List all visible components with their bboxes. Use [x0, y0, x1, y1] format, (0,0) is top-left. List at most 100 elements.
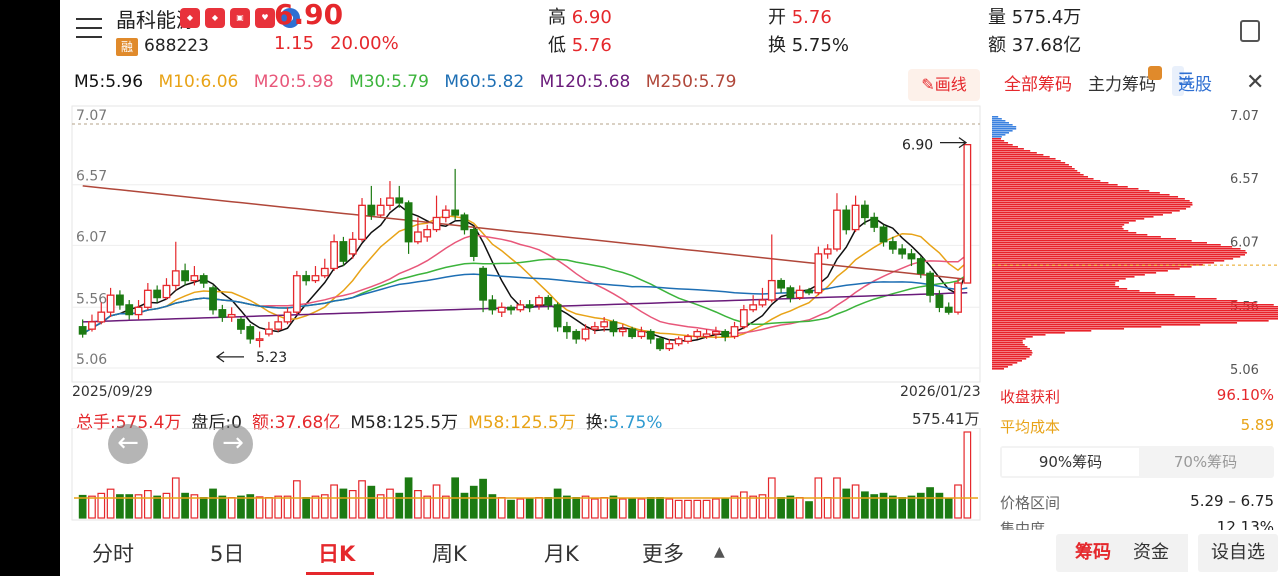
candle: [702, 329, 711, 339]
volume-chart[interactable]: [60, 428, 990, 522]
change-pct: 20.00%: [330, 33, 399, 54]
candle: [954, 278, 962, 315]
chip-bar-profit: [992, 118, 1002, 120]
seg-90-button[interactable]: 90%筹码: [1002, 448, 1139, 476]
volume-bar: [693, 499, 702, 519]
chip-bar: [992, 174, 1084, 176]
candle-body: [823, 248, 832, 255]
chip-bar: [992, 286, 1120, 288]
volume-bar: [553, 488, 562, 519]
chip-button[interactable]: 筹码 资金: [1056, 534, 1188, 572]
tab-5day[interactable]: 5日: [210, 542, 245, 566]
candle: [404, 200, 413, 254]
chip-bar: [992, 196, 1179, 198]
volume-bar: [777, 496, 785, 519]
chip-bar: [992, 240, 1192, 242]
caret-up-icon[interactable]: ▲: [714, 544, 725, 560]
chip-bar: [992, 202, 1193, 204]
candle-body: [860, 204, 869, 219]
chip-bar: [992, 352, 1033, 354]
chip-bar: [992, 216, 1154, 218]
tab-intraday[interactable]: 分时: [92, 542, 134, 566]
candle: [479, 266, 488, 313]
candle: [656, 336, 664, 352]
candle: [432, 195, 441, 233]
chip-bar: [992, 338, 1026, 340]
vol-max-label: 575.41万: [912, 410, 980, 428]
candle: [618, 324, 627, 337]
chip-bar: [992, 158, 1056, 160]
open-value: 5.76: [791, 7, 832, 28]
tag-icon[interactable]: ◆: [205, 8, 225, 28]
tab-weekly-k[interactable]: 周K: [432, 542, 467, 566]
landscape-exit-icon[interactable]: [1240, 20, 1260, 42]
candle: [516, 300, 525, 313]
tab-daily-k[interactable]: 日K: [318, 542, 356, 566]
candle-body: [88, 321, 96, 330]
heart-icon[interactable]: ♥: [255, 8, 275, 28]
candle: [581, 324, 590, 342]
volume-bar: [190, 494, 199, 519]
seg-70-button[interactable]: 70%筹码: [1173, 453, 1238, 471]
volume-bar: [898, 496, 907, 519]
fund-button-label[interactable]: 资金: [1133, 542, 1169, 563]
candle-body: [488, 299, 497, 311]
close-icon[interactable]: ✕: [1246, 70, 1265, 95]
volume-bar: [516, 498, 525, 519]
volume-bar: [432, 484, 441, 519]
candle-body: [209, 287, 217, 311]
chip-bar: [992, 150, 1031, 152]
candle: [339, 236, 348, 267]
tab-all-chips[interactable]: 全部筹码: [1004, 75, 1072, 95]
candle-body: [255, 338, 264, 342]
candle: [292, 270, 301, 315]
volume-bar: [88, 495, 96, 519]
volume-bar: [730, 495, 739, 519]
profit-value: 96.10%: [1216, 386, 1274, 404]
tab-monthly-k[interactable]: 月K: [544, 542, 579, 566]
menu-icon[interactable]: [76, 18, 102, 40]
candle: [795, 285, 804, 301]
candle: [935, 290, 944, 313]
tab-more[interactable]: 更多: [642, 542, 684, 566]
start-date-label: 2025/09/29: [72, 384, 153, 400]
chip-bar: [992, 298, 1217, 300]
conc-label: 集中度: [1000, 520, 1046, 530]
chip-bar: [992, 144, 1013, 146]
chip-bar: [992, 194, 1170, 196]
chip-bar: [992, 138, 1002, 140]
chip-bar: [992, 328, 1125, 330]
volume-bar: [227, 496, 236, 519]
tab-main-chips[interactable]: 主力筹码: [1088, 75, 1156, 95]
candle: [358, 198, 366, 242]
chip-bar: [992, 312, 1278, 314]
candle: [525, 300, 534, 313]
chip-bar: [992, 364, 1013, 366]
volume-bar: [209, 488, 217, 519]
volume-bar: [786, 495, 795, 519]
chip-tabs: 全部筹码 主力筹码 ☰ 选股: [994, 66, 1280, 98]
info-icon[interactable]: ●: [280, 8, 300, 28]
chip-bar-profit: [992, 122, 1009, 124]
chip-bar: [992, 284, 1116, 286]
turnover-value: 5.75%: [791, 35, 849, 56]
next-arrow-icon[interactable]: →: [213, 424, 253, 464]
chip-price-tick: 7.07: [1230, 109, 1259, 124]
prev-arrow-icon[interactable]: ←: [108, 424, 148, 464]
candle-body: [562, 326, 571, 333]
low-marker-label: 5.23: [256, 350, 287, 366]
candle: [767, 234, 776, 303]
volume-bar: [805, 501, 813, 519]
draw-line-button[interactable]: ✎画线: [908, 69, 980, 101]
tv-icon[interactable]: ▣: [230, 8, 250, 28]
candle: [283, 307, 292, 325]
chip-bar: [992, 294, 1175, 296]
conc-value: 12.13%: [1216, 518, 1274, 530]
hot-icon[interactable]: ◆: [180, 8, 200, 28]
volume-bar: [618, 498, 627, 519]
kline-chart[interactable]: 7.07 6.57 6.07 5.56 5.06 2025/09/29 2026/01/23…: [60, 104, 990, 404]
stock-pick-button[interactable]: ☰ 选股: [1172, 66, 1212, 96]
chip-bar: [992, 236, 1161, 238]
chip-bar: [992, 358, 1027, 360]
add-watchlist-button[interactable]: 设自选: [1198, 534, 1278, 572]
